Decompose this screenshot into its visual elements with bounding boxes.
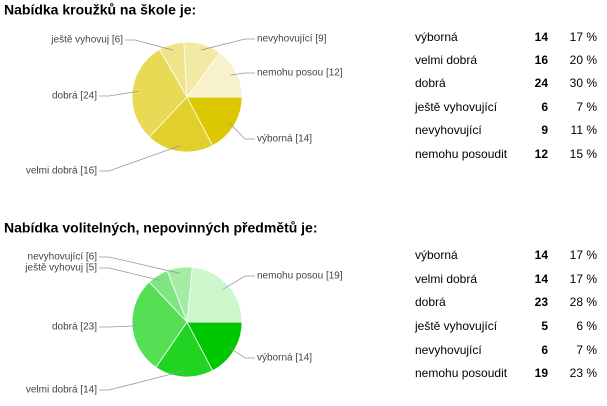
pie-slice xyxy=(186,52,243,98)
slice-label: výborná [14] xyxy=(257,353,312,364)
slice-label: nevyhovující [9] xyxy=(257,34,327,45)
row-count: 23 xyxy=(535,295,549,309)
row-count: 14 xyxy=(535,248,549,262)
row-label: dobrá xyxy=(415,76,446,90)
row-percent: 15 % xyxy=(570,147,598,161)
leader-line xyxy=(223,275,255,290)
row-percent: 23 % xyxy=(570,366,598,380)
row-count: 5 xyxy=(541,319,548,333)
leader-line xyxy=(99,256,181,274)
slice-label: dobrá [23] xyxy=(52,322,97,333)
row-percent: 6 % xyxy=(576,319,597,333)
row-count: 9 xyxy=(541,123,548,137)
leader-line xyxy=(230,72,255,76)
row-percent: 30 % xyxy=(570,76,598,90)
row-label: velmi dobrá xyxy=(415,53,477,67)
row-percent: 28 % xyxy=(570,295,598,309)
row-percent: 20 % xyxy=(570,53,598,67)
row-label: ještě vyhovující xyxy=(414,319,498,333)
row-count: 6 xyxy=(541,343,548,357)
row-label: nemohu posoudit xyxy=(415,366,508,380)
slice-label: nevyhovující [6] xyxy=(28,252,98,263)
leader-line xyxy=(99,90,139,97)
row-label: velmi dobrá xyxy=(415,272,477,286)
row-percent: 17 % xyxy=(570,30,598,44)
row-count: 24 xyxy=(535,76,549,90)
leader-line xyxy=(99,325,139,328)
slice-label: velmi dobrá [14] xyxy=(26,385,97,396)
row-label: nevyhovující xyxy=(415,343,482,357)
slice-label: ještě vyhovuj [5] xyxy=(24,263,97,274)
leader-line xyxy=(99,370,185,391)
leader-line xyxy=(125,39,174,51)
row-count: 19 xyxy=(535,366,549,380)
row-count: 14 xyxy=(535,30,549,44)
row-label: dobrá xyxy=(415,295,446,309)
row-label: výborná xyxy=(415,30,458,44)
pie-slice xyxy=(155,321,214,378)
chart-title: Nabídka kroužků na škole je: xyxy=(4,2,196,18)
pie-slice xyxy=(186,96,243,147)
row-label: výborná xyxy=(415,248,458,262)
row-label: nemohu posoudit xyxy=(415,147,508,161)
row-label: nevyhovující xyxy=(415,123,482,137)
slice-label: nemohu posou [19] xyxy=(257,271,343,282)
row-percent: 7 % xyxy=(576,343,597,357)
chart-title: Nabídka volitelných, nepovinných předmět… xyxy=(4,220,318,236)
row-percent: 11 % xyxy=(571,123,598,137)
row-percent: 17 % xyxy=(570,272,598,286)
row-label: ještě vyhovující xyxy=(414,100,498,114)
row-count: 14 xyxy=(535,272,549,286)
row-count: 12 xyxy=(535,147,549,161)
leader-line xyxy=(228,346,255,359)
leader-line xyxy=(99,145,181,172)
slice-label: dobrá [24] xyxy=(52,91,97,102)
pie-slice xyxy=(186,266,243,323)
pie-slice xyxy=(131,48,188,138)
leader-line xyxy=(99,267,161,281)
slice-label: ještě vyhovuj [6] xyxy=(50,35,123,46)
slice-label: nemohu posou [12] xyxy=(257,68,343,79)
row-count: 6 xyxy=(541,100,548,114)
leader-line xyxy=(228,122,255,140)
slice-label: výborná [14] xyxy=(257,134,312,145)
pie-slice xyxy=(148,96,214,153)
row-percent: 17 % xyxy=(570,248,598,262)
row-percent: 7 % xyxy=(576,100,597,114)
leader-line xyxy=(200,38,255,51)
slice-label: velmi dobrá [16] xyxy=(26,166,97,177)
row-count: 16 xyxy=(535,53,549,67)
